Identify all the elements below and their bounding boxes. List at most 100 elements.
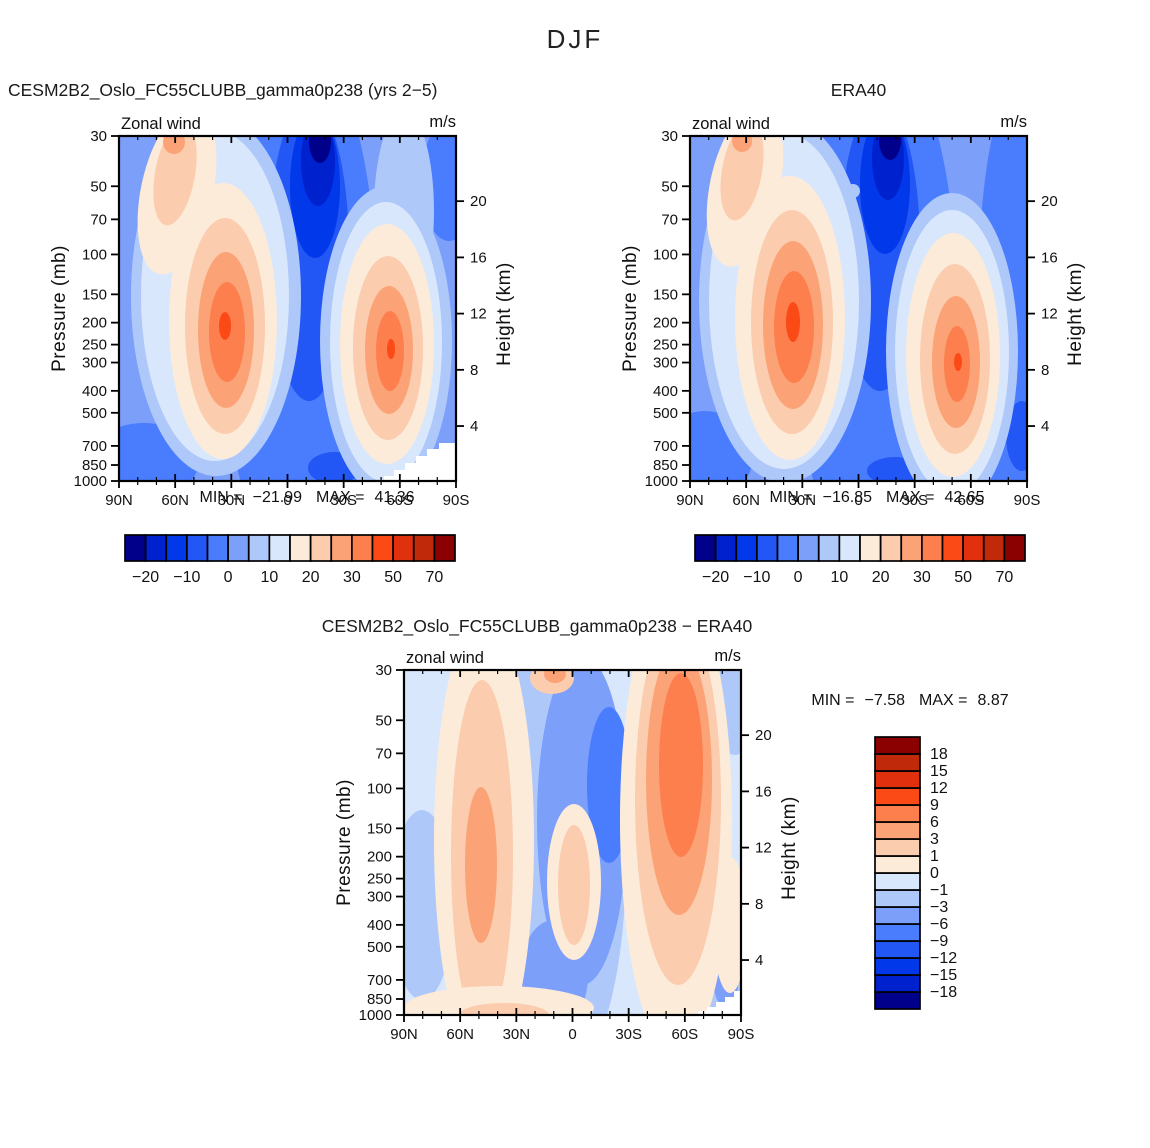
height-tick-label: 16 (755, 783, 772, 800)
axes-difference: 90N 60N 30N 0 30S 60S 90S 30 50 70 100 150 200 250300… (359, 662, 772, 1043)
pressure-tick-label: 300 (82, 355, 107, 372)
colorbar-label: −20 (702, 569, 729, 586)
units-label: m/s (1000, 113, 1027, 131)
colorbar-cell (309, 534, 333, 562)
field-label: Zonal wind (121, 115, 201, 133)
colorbar-label: 30 (343, 569, 361, 586)
colorbar-cell (392, 534, 415, 562)
colorbar-cell (268, 534, 291, 562)
pressure-tick-label: 300 (653, 355, 678, 372)
colorbar-cell (1003, 534, 1026, 562)
colorbar-label: −9 (930, 933, 948, 950)
pressure-tick-label: 200 (653, 315, 678, 332)
topography-mask (698, 991, 741, 1015)
colorbar-cell (165, 534, 188, 562)
pressure-tick-label: 400 (367, 917, 392, 934)
min-value: −7.58 (864, 692, 905, 709)
lat-tick-label: 90N (105, 492, 133, 509)
lat-tick-label: 30N (503, 1026, 531, 1043)
colorbar-cell (874, 736, 921, 755)
colorbar-label: −10 (743, 569, 770, 586)
colorbar-cell (874, 991, 921, 1010)
lat-tick-label: 90S (728, 1026, 755, 1043)
pressure-tick-label: 700 (653, 438, 678, 455)
colorbar-cell (874, 821, 921, 840)
colorbar-cell (859, 534, 882, 562)
lat-tick-label: 90S (443, 492, 470, 509)
pressure-tick-label: 1000 (359, 1007, 392, 1024)
colorbar-cells-era40: −20 −10 0 10 20 30 50 70 (694, 534, 1026, 586)
pressure-tick-label: 700 (367, 972, 392, 989)
colorbar-label: 0 (794, 569, 803, 586)
pressure-tick-label: 30 (661, 128, 678, 145)
colorbar-cell (874, 770, 921, 789)
lat-tick-label: 90S (1014, 492, 1041, 509)
minmax-difference: MIN = −7.58 MAX = 8.87 (777, 692, 1049, 710)
max-value: 8.87 (977, 692, 1009, 709)
pressure-tick-label: 300 (367, 889, 392, 906)
pressure-tick-label: 250 (653, 337, 678, 354)
pressure-tick-label: 150 (653, 286, 678, 303)
max-value: 41.36 (374, 489, 415, 506)
pressure-tick-label: 850 (82, 457, 107, 474)
contour-panel-difference: 90N 60N 30N 0 30S 60S 90S 30 50 70 100 150 200 250300… (334, 647, 800, 1043)
contour-panel-era40: 90N 60N 30N 0 30S 60S 90S 30 50 70 100 150 200 250300… (620, 113, 1086, 509)
units-label: m/s (714, 647, 741, 665)
colorbar-label: 50 (954, 569, 972, 586)
min-label: MIN = (199, 489, 243, 506)
lat-tick-label: 0 (283, 492, 291, 509)
min-value: −21.99 (252, 489, 302, 506)
colorbar-cell (289, 534, 312, 562)
colorbar-label: 6 (930, 814, 939, 831)
pressure-tick-label: 500 (367, 939, 392, 956)
colorbar-cell (412, 534, 436, 562)
colorbar-cell (900, 534, 923, 562)
colorbar-label: 0 (224, 569, 233, 586)
colorbar-label: 10 (260, 569, 278, 586)
height-tick-label: 20 (755, 727, 772, 744)
pressure-tick-label: 150 (367, 820, 392, 837)
height-tick-label: 8 (470, 362, 478, 379)
lat-tick-label: 60S (386, 492, 413, 509)
colorbar-label: 9 (930, 797, 939, 814)
colorbar-cell (982, 534, 1006, 562)
colorbar-label: 1 (930, 848, 939, 865)
contour-field-model (119, 136, 456, 481)
colorbar-label: −12 (930, 950, 957, 967)
pressure-tick-label: 70 (661, 211, 678, 228)
panel-title-difference: CESM2B2_Oslo_FC55CLUBB_gamma0p238 − ERA4… (321, 616, 753, 636)
pressure-tick-label: 200 (367, 849, 392, 866)
colorbar-label: −10 (173, 569, 200, 586)
colorbar-cell (941, 534, 964, 562)
colorbar-label: −20 (132, 569, 159, 586)
height-axis-title: Height (km) (1065, 262, 1086, 366)
colorbar-cell (371, 534, 394, 562)
lat-tick-label: 90N (676, 492, 704, 509)
colorbar-label: −15 (930, 967, 957, 984)
pressure-tick-label: 70 (90, 211, 107, 228)
colorbar-cell (756, 534, 779, 562)
colorbar-label: 3 (930, 831, 939, 848)
colorbar-label: 70 (425, 569, 443, 586)
colorbar-label: 20 (302, 569, 320, 586)
colorbar-label: 12 (930, 780, 948, 797)
min-value: −16.85 (822, 489, 872, 506)
height-axis-title: Height (km) (494, 262, 515, 366)
colorbar-cell (433, 534, 456, 562)
colorbar-cell (714, 534, 738, 562)
height-tick-label: 12 (1041, 306, 1058, 323)
colorbar-cell (227, 534, 250, 562)
colorbar-cell (694, 534, 717, 562)
colorbar-cell (874, 855, 921, 874)
lat-tick-label: 30N (218, 492, 246, 509)
max-label: MAX = (919, 692, 968, 709)
height-tick-label: 4 (755, 952, 763, 969)
pressure-tick-label: 700 (82, 438, 107, 455)
lat-tick-label: 30S (330, 492, 357, 509)
pressure-tick-label: 1000 (74, 473, 107, 490)
colorbar-cell (247, 534, 271, 562)
colorbar-label: 50 (384, 569, 402, 586)
colorbar-cell (838, 534, 861, 562)
pressure-axis-title: Pressure (mb) (620, 245, 641, 372)
